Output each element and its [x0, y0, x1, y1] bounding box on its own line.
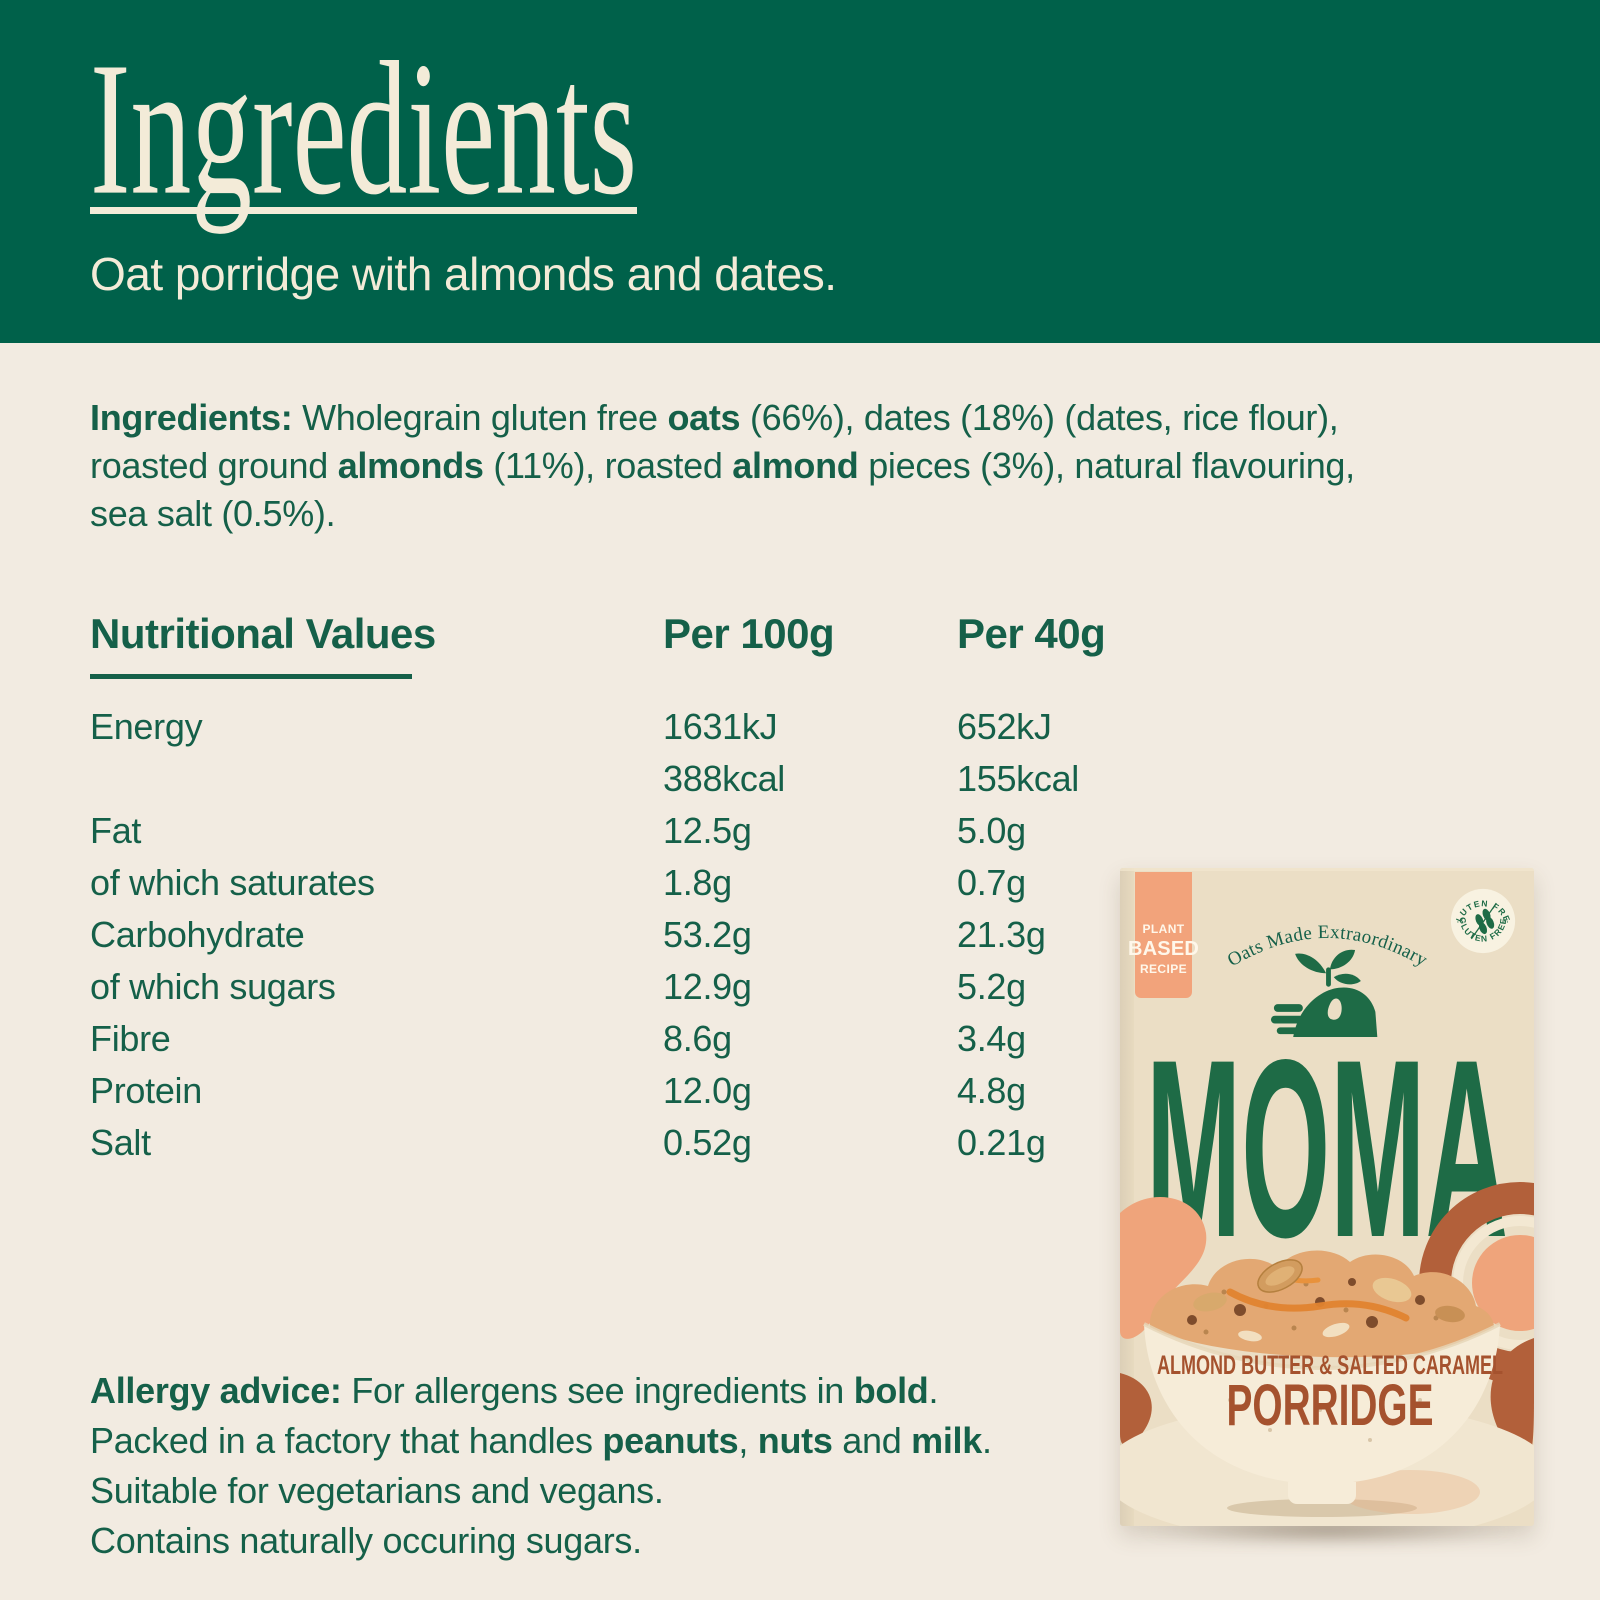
product-type-text: PORRIDGE [1227, 1373, 1434, 1438]
row-label: Protein [90, 1070, 202, 1111]
page-title: Ingredients [90, 23, 637, 235]
table-row: Energy 1631kJ 652kJ [0, 706, 1600, 758]
column-header-per40g: Per 40g [957, 610, 1106, 657]
allergy-line: Allergy advice: For allergens see ingred… [90, 1370, 939, 1411]
table-row: of which sugars 12.9g 5.2g [0, 966, 1600, 1018]
box-side-panel [1120, 868, 1134, 1526]
table-row: of which saturates 1.8g 0.7g [0, 862, 1600, 914]
ingredients-line: roasted ground almonds (11%), roasted al… [90, 445, 1355, 486]
row-label: of which sugars [90, 966, 336, 1007]
row-label: Salt [90, 1122, 151, 1163]
row-value-per40g: 3.4g [957, 1018, 1026, 1059]
flavour-title: ALMOND BUTTER & SALTED CARAMEL [1157, 1350, 1503, 1380]
allergy-advice: Allergy advice: For allergens see ingred… [90, 1366, 992, 1566]
column-header-per100g: Per 100g [663, 610, 835, 657]
plant-badge-line3: RECIPE [1139, 961, 1188, 976]
allergy-line: Packed in a factory that handles peanuts… [90, 1420, 992, 1461]
row-value-per40g: 155kcal [957, 758, 1079, 799]
product-box-image: PLANT BASED RECIPE Oats Made Extraordina… [1120, 868, 1534, 1526]
allergy-line: Suitable for vegetarians and vegans. [90, 1470, 664, 1511]
table-row: Carbohydrate 53.2g 21.3g [0, 914, 1600, 966]
nutrition-table-header: Nutritional Values Per 100g Per 40g [0, 610, 1600, 658]
allergy-line: Contains naturally occuring sugars. [90, 1520, 642, 1561]
bowl [1143, 1322, 1501, 1504]
page-subtitle: Oat porridge with almonds and dates. [90, 248, 837, 300]
row-value-per100g: 12.9g [663, 966, 752, 1007]
plant-based-badge: PLANT BASED RECIPE [1128, 872, 1199, 998]
gluten-free-badge: GLUTEN FREE GLUTEN FREE · · [1450, 888, 1516, 954]
table-row: Fibre 8.6g 3.4g [0, 1018, 1600, 1070]
product-type-title: PORRIDGE [1227, 1373, 1434, 1438]
row-value-per100g: 1631kJ [663, 706, 778, 747]
row-label: Carbohydrate [90, 914, 305, 955]
row-value-per40g: 0.7g [957, 862, 1026, 903]
plant-badge-line2: BASED [1128, 937, 1200, 960]
row-value-per100g: 388kcal [663, 758, 785, 799]
row-value-per40g: 5.0g [957, 810, 1026, 851]
tagline-arc: Oats Made Extraordinary [1224, 922, 1431, 971]
table-row: 388kcal 155kcal [0, 758, 1600, 810]
table-row: Fat 12.5g 5.0g [0, 810, 1600, 862]
row-label: of which saturates [90, 862, 375, 903]
row-value-per100g: 8.6g [663, 1018, 732, 1059]
row-label: Energy [90, 706, 203, 747]
row-label [90, 758, 663, 810]
row-value-per40g: 5.2g [957, 966, 1026, 1007]
row-value-per100g: 12.5g [663, 810, 752, 851]
row-value-per40g: 0.21g [957, 1122, 1046, 1163]
row-label: Fat [90, 810, 142, 851]
ingredients-line: sea salt (0.5%). [90, 493, 336, 534]
row-value-per100g: 0.52g [663, 1122, 752, 1163]
porridge-bowl-illustration [1143, 1250, 1501, 1517]
row-value-per40g: 21.3g [957, 914, 1046, 955]
porridge-topping [1149, 1250, 1495, 1358]
table-row: Salt 0.52g 0.21g [0, 1122, 1600, 1174]
table-row: Protein 12.0g 4.8g [0, 1070, 1600, 1122]
title-underline [90, 207, 637, 214]
gluten-badge-dot: · [1456, 917, 1459, 928]
row-value-per40g: 4.8g [957, 1070, 1026, 1111]
ingredients-line: Ingredients: Wholegrain gluten free oats… [90, 397, 1339, 438]
nutrition-heading: Nutritional Values [90, 610, 436, 657]
gluten-badge-dot: · [1506, 917, 1509, 928]
flavour-text: ALMOND BUTTER & SALTED CARAMEL [1157, 1350, 1503, 1380]
row-label: Fibre [90, 1018, 171, 1059]
page-title-text: Ingredients [90, 23, 637, 235]
row-value-per40g: 652kJ [957, 706, 1052, 747]
row-value-per100g: 1.8g [663, 862, 732, 903]
moma-hand-sprout-icon [1270, 949, 1378, 1038]
nutrition-heading-underline [90, 674, 412, 679]
box-top-edge [1120, 868, 1534, 871]
header-banner: Ingredients Oat porridge with almonds an… [0, 0, 1600, 343]
nutrition-table: Energy 1631kJ 652kJ 388kcal 155kcal Fat … [0, 706, 1600, 1174]
row-value-per100g: 53.2g [663, 914, 752, 955]
crossed-grain-icon [1470, 902, 1497, 940]
plant-badge-line1: PLANT [1142, 921, 1185, 936]
row-value-per100g: 12.0g [663, 1070, 752, 1111]
ingredients-paragraph: Ingredients: Wholegrain gluten free oats… [90, 394, 1355, 538]
